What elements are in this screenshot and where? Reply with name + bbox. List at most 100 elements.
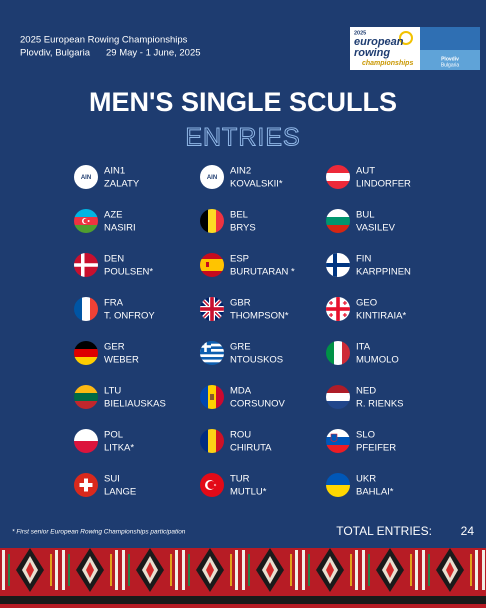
country-code: DEN xyxy=(104,254,124,265)
country-code: LTU xyxy=(104,386,121,397)
country-code: ROU xyxy=(230,430,251,441)
entry: SUI LANGE xyxy=(74,473,136,498)
country-code: SLO xyxy=(356,430,375,441)
athlete-name: MUMOLO xyxy=(356,355,399,366)
country-code: POL xyxy=(104,430,123,441)
country-code: UKR xyxy=(356,474,376,485)
flag xyxy=(326,429,350,453)
flag-label: AIN xyxy=(81,175,91,181)
country-code: TUR xyxy=(230,474,250,485)
entry: ITA MUMOLO xyxy=(326,341,399,366)
athlete-name: T. ONFROY xyxy=(104,311,155,322)
logo-line: rowing xyxy=(354,47,390,59)
event-location: Plovdiv, Bulgaria xyxy=(20,48,91,59)
entry: UKR BAHLAI* xyxy=(326,473,394,498)
entry: ROU CHIRUTA xyxy=(200,429,272,454)
country-code: GRE xyxy=(230,342,251,353)
entry: FRA T. ONFROY xyxy=(74,297,155,322)
athlete-name: KINTIRAIA* xyxy=(356,311,406,322)
athlete-name: POULSEN* xyxy=(104,267,153,278)
flag xyxy=(74,473,98,497)
title: MEN'S SINGLE SCULLS xyxy=(89,87,397,117)
flag xyxy=(74,253,98,277)
country-code: BUL xyxy=(356,210,374,221)
event-name: 2025 European Rowing Championships xyxy=(20,35,188,46)
flag xyxy=(200,429,224,453)
athlete-name: LITKA* xyxy=(104,443,134,454)
entry: DEN POULSEN* xyxy=(74,253,153,278)
country-code: GER xyxy=(104,342,125,353)
athlete-name: BAHLAI* xyxy=(356,487,394,498)
country-code: FRA xyxy=(104,298,124,309)
athlete-name: R. RIENKS xyxy=(356,399,404,410)
logo-water xyxy=(420,50,480,70)
flag xyxy=(326,341,350,365)
entry: AIN AIN1 ZALATY xyxy=(74,165,140,190)
athlete-name: BRYS xyxy=(230,223,256,234)
athlete-name: LINDORFER xyxy=(356,179,411,190)
athlete-name: NTOUSKOS xyxy=(230,355,283,366)
flag xyxy=(326,385,350,409)
entry: BUL VASILEV xyxy=(326,209,396,234)
athlete-name: THOMPSON* xyxy=(230,311,289,322)
entry: NED R. RIENKS xyxy=(326,385,404,410)
entry: POL LITKA* xyxy=(74,429,134,454)
athlete-name: LANGE xyxy=(104,487,136,498)
athlete-name: ZALATY xyxy=(104,179,140,190)
total-label: TOTAL ENTRIES: xyxy=(336,524,432,538)
entry: BEL BRYS xyxy=(200,209,256,234)
subtitle: ENTRIES xyxy=(185,124,300,152)
logo-city: Plovdiv xyxy=(441,56,459,62)
entry: LTU BIELIAUSKAS xyxy=(74,385,166,410)
country-code: ITA xyxy=(356,342,371,353)
entry: AIN AIN2 KOVALSKII* xyxy=(200,165,283,190)
athlete-name: NASIRI xyxy=(104,223,136,234)
country-code: AIN2 xyxy=(230,166,251,177)
athlete-name: KARPPINEN xyxy=(356,267,411,278)
entry: FIN KARPPINEN xyxy=(326,253,411,278)
flag xyxy=(200,209,224,233)
flag xyxy=(326,209,350,233)
entry: GBR THOMPSON* xyxy=(200,297,289,322)
entry: ESP BURUTARAN * xyxy=(200,253,295,278)
entry: GEO KINTIRAIA* xyxy=(326,297,406,322)
flag xyxy=(200,473,224,497)
country-code: GBR xyxy=(230,298,251,309)
entries: AIN AIN1 ZALATY AIN AIN2 KOVALSKII* AUT LINDORF… xyxy=(74,165,411,498)
country-code: AIN1 xyxy=(104,166,125,177)
flag xyxy=(74,341,98,365)
flag xyxy=(200,385,224,409)
event-dates: 29 May - 1 June, 2025 xyxy=(106,48,201,59)
flag xyxy=(200,341,224,365)
logo-line: championships xyxy=(362,60,413,67)
flag xyxy=(200,297,224,321)
logo-country: Bulgaria xyxy=(441,62,460,68)
athlete-name: WEBER xyxy=(104,355,139,366)
entry: AUT LINDORFER xyxy=(326,165,411,190)
athlete-name: CORSUNOV xyxy=(230,399,286,410)
entry: SLO PFEIFER xyxy=(326,429,396,454)
flag xyxy=(326,297,350,321)
flag xyxy=(326,473,350,497)
country-code: FIN xyxy=(356,254,371,265)
athlete-name: BIELIAUSKAS xyxy=(104,399,166,410)
flag xyxy=(200,253,224,277)
athlete-name: MUTLU* xyxy=(230,487,267,498)
folk-pattern xyxy=(0,548,486,608)
flag xyxy=(74,209,98,233)
country-code: ESP xyxy=(230,254,249,265)
country-code: AZE xyxy=(104,210,122,221)
logo-year: 2025 xyxy=(354,30,366,36)
country-code: MDA xyxy=(230,386,252,397)
footnote: * First senior European Rowing Champions… xyxy=(12,529,186,536)
flag-label: AIN xyxy=(207,175,217,181)
country-code: BEL xyxy=(230,210,248,221)
entry: MDA CORSUNOV xyxy=(200,385,286,410)
logo-ring xyxy=(399,31,413,45)
athlete-name: PFEIFER xyxy=(356,443,396,454)
logo-line: european xyxy=(354,36,404,48)
athlete-name: VASILEV xyxy=(356,223,396,234)
total-value: 24 xyxy=(461,524,475,538)
country-code: SUI xyxy=(104,474,120,485)
